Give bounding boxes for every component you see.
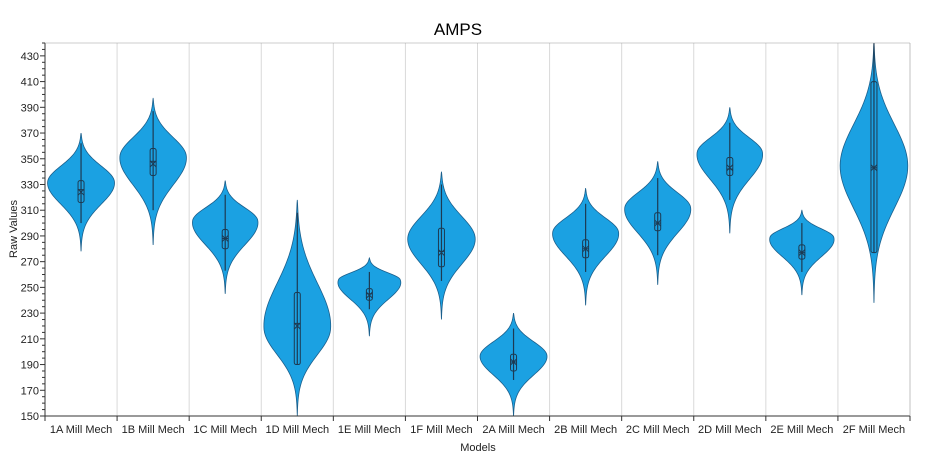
- mean-marker-12: [870, 164, 878, 172]
- mean-marker-10: [726, 164, 734, 172]
- y-tick-label: 430: [21, 51, 39, 63]
- mean-marker-3: [221, 235, 229, 242]
- x-tick-label: 2F Mill Mech: [843, 424, 905, 436]
- y-tick-label: 250: [21, 282, 39, 294]
- y-tick-label: 190: [21, 360, 39, 372]
- iqr-box-2: [149, 147, 157, 176]
- x-axis-ticks: 1A Mill Mech 1B Mill Mech 1C Mill Mech 1D M…: [44, 416, 911, 436]
- mean-marker-2: [149, 160, 157, 168]
- y-tick-label: 230: [21, 308, 39, 320]
- y-tick-label: 290: [21, 231, 39, 243]
- x-tick-label: 1D Mill Mech: [266, 424, 330, 436]
- mean-marker-7: [510, 358, 517, 366]
- x-tick-label: 1A Mill Mech: [50, 424, 112, 436]
- y-tick-label: 330: [21, 179, 39, 191]
- x-axis-label: Models: [460, 442, 496, 454]
- x-tick-label: 1C Mill Mech: [193, 424, 257, 436]
- x-tick-label: 2D Mill Mech: [698, 424, 762, 436]
- mean-marker-9: [654, 219, 662, 227]
- y-axis-ticks: 150 170 190 210 230 250 270 290 310 330 350 370 390 4…: [21, 42, 45, 423]
- iqr-box-3: [221, 229, 229, 250]
- iqr-box-11: [798, 244, 806, 260]
- y-tick-label: 370: [21, 128, 39, 140]
- mean-marker-1: [77, 188, 85, 196]
- iqr-box-5: [365, 288, 373, 301]
- chart-title: AMPS: [434, 20, 482, 39]
- y-tick-label: 270: [21, 257, 39, 269]
- y-tick-label: 170: [21, 385, 39, 397]
- x-tick-label: 1E Mill Mech: [338, 424, 401, 436]
- mean-marker-4: [293, 322, 301, 330]
- iqr-box-9: [654, 212, 662, 232]
- x-tick-label: 2A Mill Mech: [482, 424, 544, 436]
- y-tick-label: 390: [21, 102, 39, 114]
- mean-marker-11: [798, 249, 806, 257]
- y-tick-label: 210: [21, 334, 39, 346]
- mean-marker-8: [582, 245, 589, 253]
- iqr-box-10: [726, 156, 734, 176]
- x-tick-label: 2B Mill Mech: [554, 424, 617, 436]
- y-axis-label: Raw Values: [8, 200, 20, 258]
- x-tick-label: 1F Mill Mech: [410, 424, 472, 436]
- y-tick-label: 350: [21, 154, 39, 166]
- x-tick-label: 1B Mill Mech: [122, 424, 185, 436]
- iqr-box-6: [437, 227, 445, 268]
- iqr-box-7: [510, 353, 518, 372]
- iqr-box-1: [77, 180, 85, 203]
- y-tick-label: 310: [21, 205, 39, 217]
- x-tick-label: 2E Mill Mech: [770, 424, 833, 436]
- grid-lines: [116, 43, 839, 416]
- violins: [47, 42, 909, 417]
- mean-marker-6: [438, 249, 445, 257]
- iqr-box-12: [870, 81, 878, 254]
- y-tick-label: 150: [21, 411, 39, 423]
- x-tick-label: 2C Mill Mech: [626, 424, 690, 436]
- y-tick-label: 410: [21, 77, 39, 89]
- mean-marker-5: [366, 291, 373, 299]
